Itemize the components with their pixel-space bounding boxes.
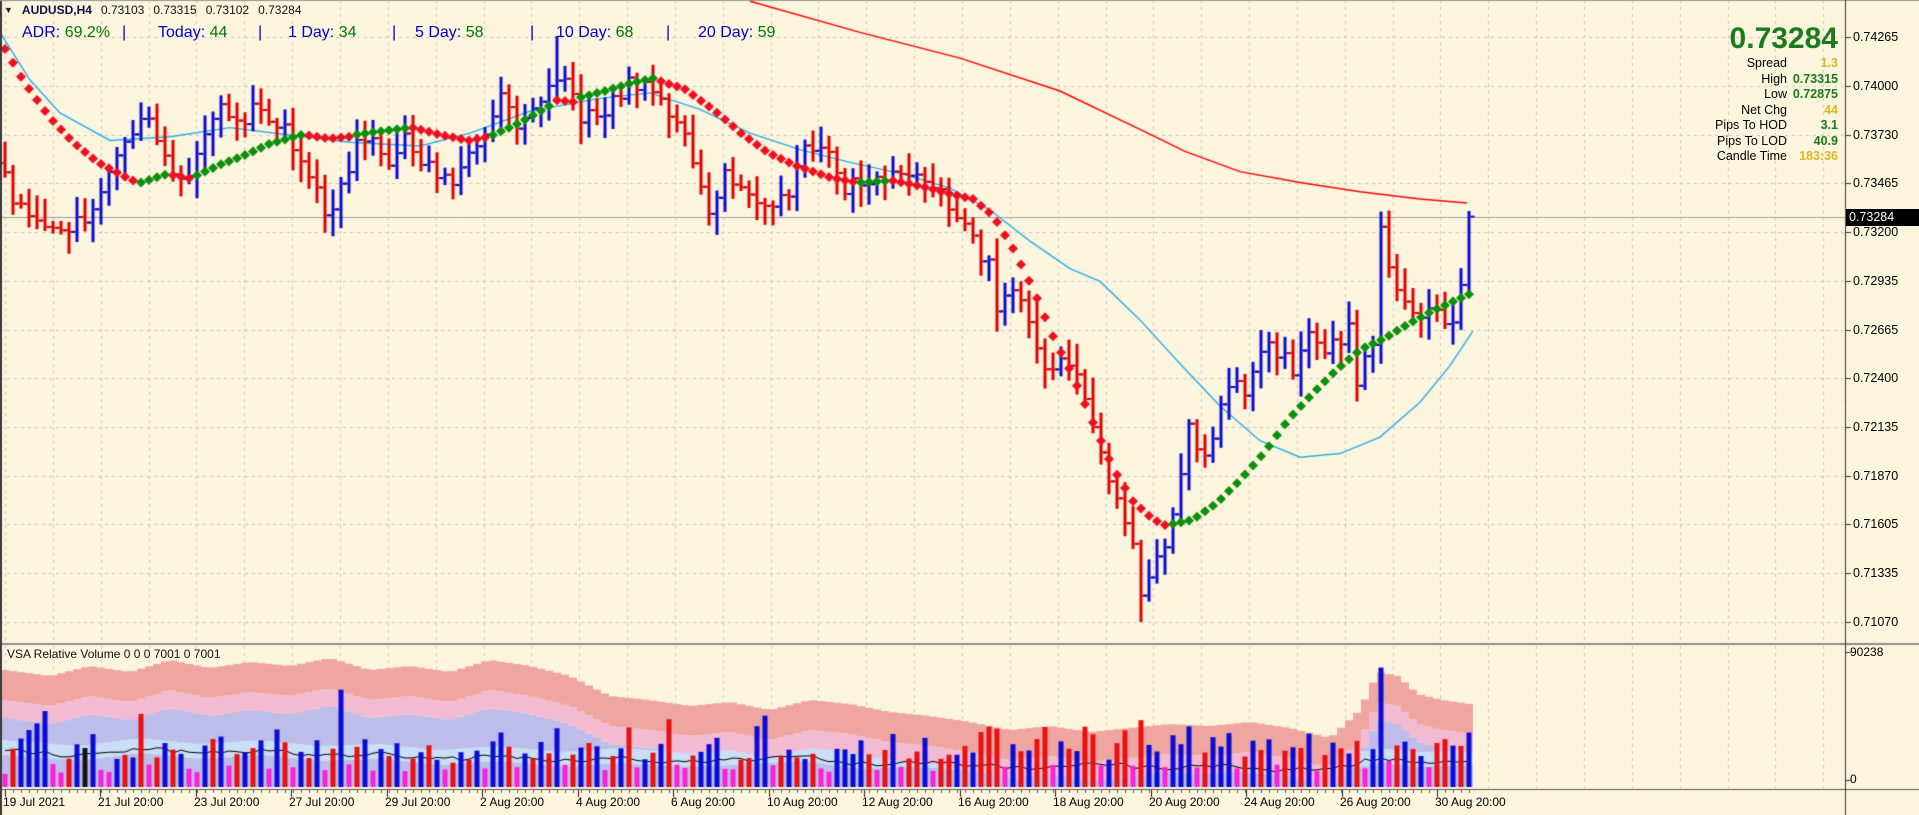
adr-separator: |: [666, 24, 671, 41]
vsa-indicator-label: VSA Relative Volume 0 0 0 7001 0 7001: [7, 647, 221, 661]
price-axis-label: 0.74000: [1853, 78, 1899, 93]
price-axis-label: 0.73200: [1853, 225, 1899, 239]
time-axis-label: 21 Jul 20:00: [98, 795, 164, 809]
info-row-label: Net Chg: [1741, 102, 1787, 117]
info-row-label: Candle Time: [1716, 149, 1787, 163]
time-axis-label: 20 Aug 20:00: [1149, 795, 1220, 809]
adr-item: Today: 44: [158, 24, 228, 41]
info-row: Net Chg 44: [1715, 103, 1838, 119]
info-row-value: 3.1: [1820, 118, 1838, 132]
info-row-label: Low: [1764, 87, 1787, 101]
price-axis-label: 0.72135: [1853, 420, 1899, 434]
time-axis-label: 6 Aug 20:00: [671, 795, 736, 809]
info-row: High 0.73315: [1715, 72, 1838, 88]
ohlc-open: 0.73103: [100, 3, 145, 17]
current-price-tag: 0.73284: [1846, 208, 1919, 226]
info-row: Pips To HOD 3.1: [1715, 118, 1838, 134]
price-axis-label: 0.72400: [1853, 371, 1899, 386]
price-axis-label: 0.74265: [1853, 30, 1899, 44]
time-axis-label: 12 Aug 20:00: [862, 795, 933, 809]
symbol-ohlc-line: ▼ AUDUSD,H4 0.73103 0.73315 0.73102 0.73…: [4, 3, 302, 17]
time-axis-label: 30 Aug 20:00: [1435, 795, 1506, 809]
time-axis-label: 24 Aug 20:00: [1244, 795, 1315, 809]
adr-separator: |: [122, 24, 127, 41]
price-axis-label: 0.73465: [1853, 176, 1899, 191]
info-row-label: Pips To LOD: [1717, 133, 1787, 148]
volume-axis-min: 0: [1850, 772, 1857, 786]
info-row: Spread 1.3: [1715, 56, 1838, 72]
price-axis-label: 0.72935: [1853, 273, 1899, 288]
adr-item: ADR: 69.2%: [22, 24, 111, 41]
info-row-value: 40.9: [1813, 133, 1838, 148]
time-axis-label: 19 Jul 2021: [3, 795, 66, 809]
price-axis-label: 0.71605: [1853, 517, 1899, 532]
info-row: Pips To LOD 40.9: [1715, 134, 1838, 150]
ohlc-low: 0.73102: [205, 3, 250, 17]
info-row-value: 0.72875: [1792, 87, 1838, 101]
price-axis-label: 0.73730: [1853, 127, 1899, 142]
ohlc-close: 0.73284: [258, 3, 302, 17]
info-row-value: 44: [1824, 102, 1838, 117]
time-axis-label: 2 Aug 20:00: [480, 795, 545, 809]
time-axis-label: 27 Jul 20:00: [289, 795, 355, 809]
info-row-value: 183:36: [1799, 149, 1838, 163]
price-axis-label: 0.71335: [1853, 566, 1899, 581]
adr-item: 10 Day: 68: [556, 24, 634, 41]
time-axis-label: 26 Aug 20:00: [1340, 795, 1411, 809]
time-axis-label: 16 Aug 20:00: [958, 795, 1029, 809]
time-axis-label: 4 Aug 20:00: [576, 795, 641, 809]
current-price-display: 0.73284: [1729, 22, 1838, 55]
adr-separator: |: [530, 24, 535, 41]
info-row-label: Pips To HOD: [1714, 118, 1787, 132]
info-row-label: High: [1761, 71, 1787, 86]
adr-separator: |: [392, 24, 397, 41]
adr-item: 20 Day: 59: [698, 24, 776, 41]
info-row: Candle Time 183:36: [1715, 149, 1838, 165]
info-row: Low 0.72875: [1715, 87, 1838, 103]
time-axis-label: 10 Aug 20:00: [767, 795, 838, 809]
price-axis-label: 0.71870: [1853, 468, 1899, 483]
time-axis-label: 23 Jul 20:00: [194, 795, 260, 809]
adr-item: 5 Day: 58: [415, 24, 484, 41]
info-row-value: 0.73315: [1792, 71, 1838, 86]
adr-separator: |: [258, 24, 263, 41]
time-axis-label: 18 Aug 20:00: [1053, 795, 1124, 809]
adr-item: 1 Day: 34: [288, 24, 357, 41]
symbol-timeframe-label: AUDUSD,H4: [21, 3, 92, 17]
time-axis-label: 29 Jul 20:00: [385, 795, 451, 809]
collapse-triangle-icon[interactable]: ▼: [4, 5, 13, 15]
info-row-label: Spread: [1746, 56, 1787, 70]
price-axis-label: 0.71070: [1853, 615, 1899, 629]
price-axis-label: 0.72665: [1853, 322, 1899, 337]
info-panel: Spread 1.3 High 0.73315 Low 0.72875 Net Chg 44 P…: [1715, 56, 1838, 165]
info-row-value: 1.3: [1820, 56, 1838, 70]
volume-axis-max: 90238: [1850, 645, 1884, 659]
ohlc-high: 0.73315: [153, 3, 197, 17]
